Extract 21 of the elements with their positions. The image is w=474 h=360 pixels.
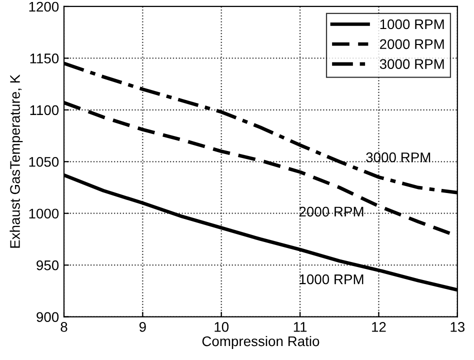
y-tick-label: 950 — [36, 260, 59, 270]
x-tick-label: 12 — [372, 322, 386, 332]
x-tick-label: 10 — [214, 322, 229, 332]
y-tick-label: 1200 — [29, 2, 59, 12]
annotation: 1000 RPM — [300, 274, 364, 284]
legend-label: 3000 RPM — [380, 59, 444, 69]
y-tick-label: 900 — [36, 312, 59, 322]
y-tick-label: 1100 — [30, 105, 59, 116]
annotation: 3000 RPM — [366, 152, 430, 162]
annotation: 2000 RPM — [299, 206, 364, 217]
legend-label: 2000 RPM — [380, 39, 444, 50]
legend-label: 1000 RPM — [380, 19, 444, 30]
y-tick-label: 1050 — [29, 156, 59, 167]
x-tick-label: 11 — [294, 322, 307, 332]
x-axis-title: Compression Ratio — [202, 336, 320, 349]
y-tick-label: 1000 — [29, 208, 59, 219]
x-tick-label: 9 — [139, 322, 146, 332]
y-axis-title: Exhaust GasTemperature, K — [10, 74, 23, 248]
x-tick-label: 8 — [60, 322, 68, 332]
y-tick-label: 1150 — [30, 54, 59, 64]
x-tick-label: 13 — [450, 322, 465, 332]
